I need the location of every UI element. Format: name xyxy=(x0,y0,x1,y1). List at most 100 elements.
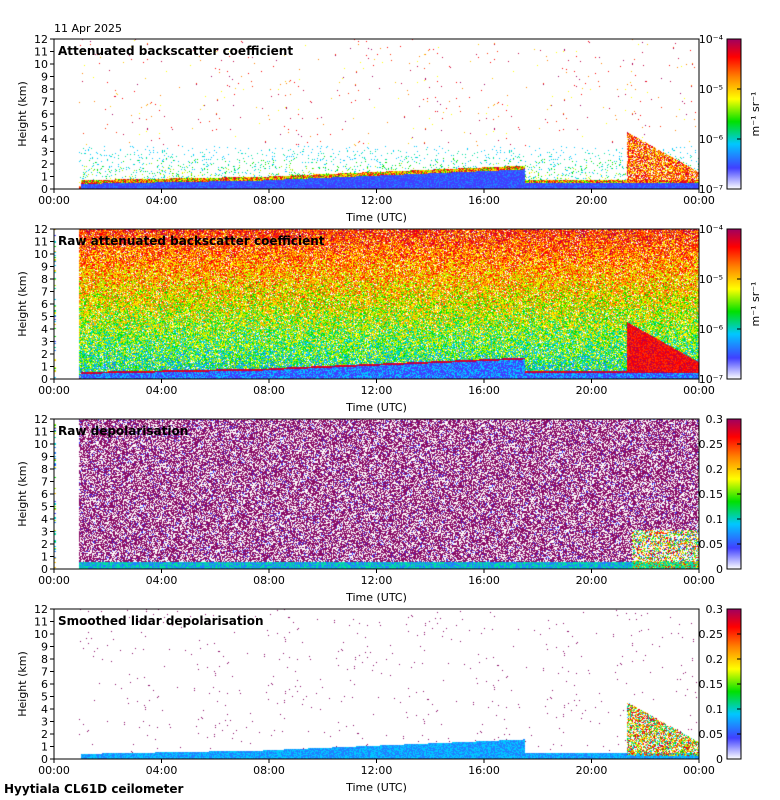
x-tick-label: 04:00 xyxy=(146,574,178,587)
colorbar-tick-label: 0.3 xyxy=(706,603,724,616)
y-tick-label: 7 xyxy=(41,666,48,679)
y-tick-label: 6 xyxy=(41,108,48,121)
y-tick-label: 3 xyxy=(41,146,48,159)
x-axis-label: Time (UTC) xyxy=(345,401,407,414)
x-tick-label: 04:00 xyxy=(146,384,178,397)
y-tick-label: 10 xyxy=(34,58,48,71)
x-tick-label: 12:00 xyxy=(361,764,393,777)
panel-title: Attenuated backscatter coefficient xyxy=(58,44,293,58)
colorbar-tick-label: 0.1 xyxy=(706,703,724,716)
y-tick-label: 10 xyxy=(34,248,48,261)
y-tick-label: 7 xyxy=(41,476,48,489)
y-tick-label: 6 xyxy=(41,488,48,501)
x-axis-label: Time (UTC) xyxy=(345,781,407,794)
y-tick-label: 6 xyxy=(41,678,48,691)
y-tick-label: 5 xyxy=(41,121,48,134)
heatmap-image xyxy=(54,229,699,379)
y-tick-label: 9 xyxy=(41,71,48,84)
y-tick-label: 0 xyxy=(41,753,48,766)
colorbar-tick-label: 0.05 xyxy=(699,538,724,551)
y-tick-label: 0 xyxy=(41,373,48,386)
y-tick-label: 3 xyxy=(41,526,48,539)
y-tick-label: 2 xyxy=(41,158,48,171)
x-tick-label: 08:00 xyxy=(253,194,285,207)
y-tick-label: 6 xyxy=(41,298,48,311)
y-tick-label: 0 xyxy=(41,563,48,576)
y-tick-label: 5 xyxy=(41,501,48,514)
panel-title: Smoothed lidar depolarisation xyxy=(58,614,264,628)
x-tick-label: 16:00 xyxy=(468,384,500,397)
y-tick-label: 2 xyxy=(41,348,48,361)
colorbar-tick-label: 10⁻⁴ xyxy=(699,223,724,236)
y-tick-label: 1 xyxy=(41,171,48,184)
y-tick-label: 1 xyxy=(41,551,48,564)
y-tick-label: 12 xyxy=(34,33,48,46)
colorbar-tick-label: 0.2 xyxy=(706,653,724,666)
colorbar-tick-label: 0.1 xyxy=(706,513,724,526)
y-tick-label: 4 xyxy=(41,323,48,336)
y-tick-label: 11 xyxy=(34,46,48,59)
colorbar-tick-label: 10⁻⁵ xyxy=(699,83,723,96)
y-tick-label: 8 xyxy=(41,653,48,666)
colorbar-tick-label: 0.2 xyxy=(706,463,724,476)
x-tick-label: 00:00 xyxy=(683,384,715,397)
x-tick-label: 00:00 xyxy=(38,574,70,587)
y-tick-label: 1 xyxy=(41,741,48,754)
colorbar xyxy=(726,228,742,380)
y-tick-label: 12 xyxy=(34,603,48,616)
y-tick-label: 1 xyxy=(41,361,48,374)
colorbar-tick-label: 0.15 xyxy=(699,678,724,691)
x-tick-label: 12:00 xyxy=(361,194,393,207)
y-tick-label: 3 xyxy=(41,336,48,349)
y-axis-label: Height (km) xyxy=(16,461,29,527)
y-tick-label: 10 xyxy=(34,438,48,451)
x-tick-label: 20:00 xyxy=(576,194,608,207)
panel-title: Raw depolarisation xyxy=(58,424,188,438)
colorbar-tick-label: 0 xyxy=(716,753,723,766)
footer-label: Hyytiala CL61D ceilometer xyxy=(4,782,184,796)
colorbar-tick-label: 10⁻⁷ xyxy=(699,373,723,386)
y-tick-label: 9 xyxy=(41,641,48,654)
colorbar-tick-label: 10⁻⁵ xyxy=(699,273,723,286)
x-tick-label: 16:00 xyxy=(468,574,500,587)
x-tick-label: 00:00 xyxy=(683,194,715,207)
y-tick-label: 2 xyxy=(41,538,48,551)
x-tick-label: 20:00 xyxy=(576,384,608,397)
y-tick-label: 12 xyxy=(34,223,48,236)
heatmap-image xyxy=(54,609,699,759)
y-tick-label: 4 xyxy=(41,703,48,716)
heatmap-image xyxy=(54,419,699,569)
colorbar-tick-label: 0.3 xyxy=(706,413,724,426)
x-tick-label: 16:00 xyxy=(468,194,500,207)
y-tick-label: 11 xyxy=(34,236,48,249)
x-tick-label: 12:00 xyxy=(361,384,393,397)
x-tick-label: 12:00 xyxy=(361,574,393,587)
colorbar-tick-label: 10⁻⁷ xyxy=(699,183,723,196)
y-tick-label: 10 xyxy=(34,628,48,641)
y-tick-label: 5 xyxy=(41,691,48,704)
x-axis-label: Time (UTC) xyxy=(345,591,407,604)
y-tick-label: 9 xyxy=(41,451,48,464)
x-tick-label: 08:00 xyxy=(253,574,285,587)
y-tick-label: 4 xyxy=(41,133,48,146)
heatmap-image xyxy=(54,39,699,189)
y-tick-label: 9 xyxy=(41,261,48,274)
panel-title: Raw attenuated backscatter coefficient xyxy=(58,234,325,248)
y-tick-label: 11 xyxy=(34,616,48,629)
colorbar-tick-label: 0.15 xyxy=(699,488,724,501)
colorbar-unit-label: m⁻¹ sr⁻¹ xyxy=(749,282,762,327)
date-label: 11 Apr 2025 xyxy=(54,22,122,35)
y-tick-label: 0 xyxy=(41,183,48,196)
y-tick-label: 11 xyxy=(34,426,48,439)
colorbar-tick-label: 0.05 xyxy=(699,728,724,741)
x-tick-label: 00:00 xyxy=(38,384,70,397)
x-tick-label: 08:00 xyxy=(253,384,285,397)
x-tick-label: 00:00 xyxy=(38,194,70,207)
colorbar-tick-label: 10⁻⁶ xyxy=(699,133,724,146)
